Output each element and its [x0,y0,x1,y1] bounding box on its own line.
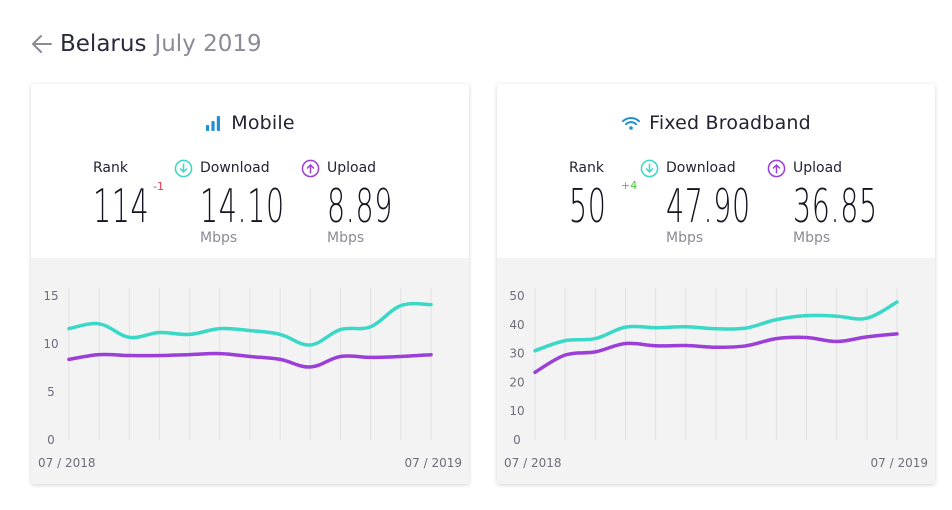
upload-label: Upload [327,160,377,176]
fixed-rank-change: +4 [621,179,638,192]
rank-label: Rank [569,160,604,176]
mobile-title: Mobile [231,112,295,134]
mobile-upload-metric: Upload 8.89 Mbps [301,158,433,246]
download-arrow-icon [174,159,193,178]
mobile-summary: Mobile Rank 114 -1 Download 14.10 Mbps U… [31,84,469,258]
download-label: Download [200,160,270,176]
country-name: Belarus [60,31,147,57]
fixed-download-unit: Mbps [666,230,704,246]
fixed-upload-unit: Mbps [793,230,831,246]
x-tick-label: 07 / 2019 [405,456,462,470]
wifi-icon [621,115,641,131]
mobile-download-unit: Mbps [200,230,238,246]
fixed-rank-value: 50 [569,179,607,233]
page-header: Belarus July 2019 [30,28,262,60]
mobile-upload-unit: Mbps [327,230,365,246]
x-tick-label: 07 / 2018 [38,456,95,470]
download-label: Download [666,160,736,176]
y-tick-label: 10 [509,404,524,418]
upload-arrow-icon [767,159,786,178]
mobile-card: Mobile Rank 114 -1 Download 14.10 Mbps U… [31,84,469,484]
fixed-broadband-card: Fixed Broadband Rank 50 +4 Download 47.9… [497,84,935,484]
rank-label: Rank [93,160,128,176]
y-tick-label: 20 [509,375,524,389]
download-arrow-icon [640,159,659,178]
fixed-download-value: 47.90 [666,179,751,233]
y-tick-label: 50 [509,289,524,303]
fixed-rank-metric: Rank 50 [569,158,630,232]
download-series-line [533,300,899,353]
upload-series-line [533,332,899,375]
x-tick-label: 07 / 2018 [504,456,561,470]
x-tick-label: 07 / 2019 [871,456,928,470]
report-date: July 2019 [154,31,262,57]
y-tick-label: 10 [43,337,58,351]
fixed-download-metric: Download 47.90 Mbps [640,158,803,246]
mobile-download-metric: Download 14.10 Mbps [174,158,337,246]
mobile-rank-change: -1 [153,180,164,193]
fixed-title: Fixed Broadband [649,112,811,134]
y-tick-label: 40 [509,318,524,332]
mobile-download-value: 14.10 [200,179,285,233]
mobile-rank-metric: Rank 114 [93,158,184,232]
signal-bars-icon [205,114,223,132]
y-tick-label: 0 [47,433,55,447]
y-tick-label: 0 [513,433,521,447]
fixed-upload-value: 36.85 [793,179,878,233]
mobile-rank-value: 114 [93,179,150,233]
mobile-chart-area: 0 5 10 15 07 / 2018 07 / 2019 [31,258,469,484]
fixed-title-row: Fixed Broadband [497,112,935,134]
y-tick-label: 5 [47,385,55,399]
y-tick-label: 30 [509,347,524,361]
fixed-chart-area: 0 10 20 30 40 50 07 / 2018 07 / 2019 [497,258,935,484]
back-arrow-icon[interactable] [30,31,56,57]
mobile-title-row: Mobile [31,112,469,134]
upload-label: Upload [793,160,843,176]
y-tick-label: 15 [43,289,58,303]
mobile-upload-value: 8.89 [327,179,393,233]
fixed-summary: Fixed Broadband Rank 50 +4 Download 47.9… [497,84,935,258]
upload-arrow-icon [301,159,320,178]
download-series-line [67,301,433,347]
fixed-upload-metric: Upload 36.85 Mbps [767,158,930,246]
upload-series-line [67,351,433,369]
mobile-speed-chart: 0 5 10 15 07 / 2018 07 / 2019 [38,288,462,470]
fixed-speed-chart: 0 10 20 30 40 50 07 / 2018 07 / 2019 [504,288,928,470]
